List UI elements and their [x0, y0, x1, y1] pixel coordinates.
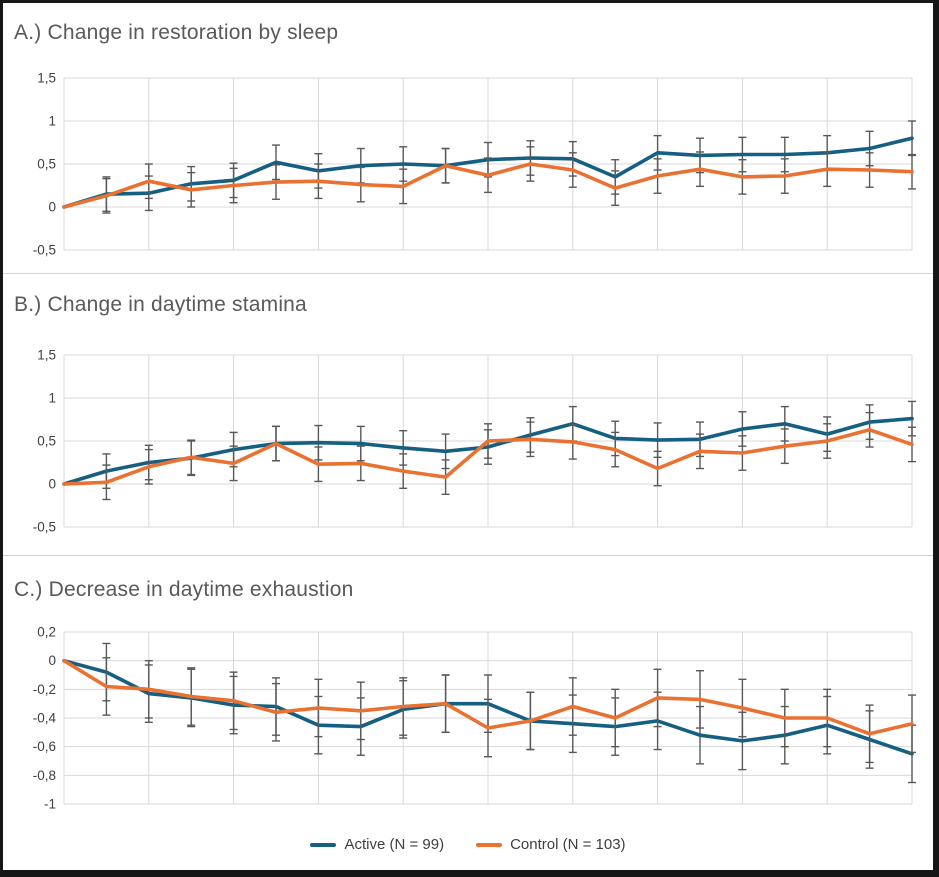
y-tick-label: 0,5 [37, 157, 56, 172]
control-line-swatch [476, 842, 503, 847]
legend: Active (N = 99) Control (N = 103) [3, 836, 933, 853]
chart-c-title: C.) Decrease in daytime exhaustion [14, 578, 354, 601]
y-tick-label: -0,8 [33, 768, 56, 783]
y-tick-label: -1 [44, 797, 56, 812]
y-tick-label: 0 [48, 653, 56, 668]
y-tick-label: -0,4 [33, 711, 57, 726]
panel-separator [3, 555, 933, 556]
y-tick-label: 1,5 [37, 348, 56, 363]
legend-item-active: Active (N = 99) [310, 836, 444, 853]
legend-item-control: Control (N = 103) [476, 836, 626, 853]
y-tick-label: -0,6 [33, 739, 56, 754]
panel-separator [3, 273, 933, 274]
series-line-control-b [62, 427, 914, 486]
y-tick-label: 0,5 [37, 434, 56, 449]
y-tick-label: -0,5 [33, 520, 56, 535]
y-tick-label: 0 [48, 477, 56, 492]
y-tick-label: 1,5 [37, 71, 56, 86]
chart-a-title: A.) Change in restoration by sleep [14, 21, 339, 44]
y-tick-label: -0,5 [33, 243, 56, 258]
legend-label-control: Control (N = 103) [510, 836, 626, 853]
legend-label-active: Active (N = 99) [344, 836, 445, 853]
series-line-control-a [62, 162, 914, 209]
y-tick-label: -0,2 [33, 682, 56, 697]
y-tick-label: 1 [48, 114, 56, 129]
active-line-swatch [310, 842, 337, 847]
y-tick-label: 0,2 [37, 625, 56, 640]
series-line-control-c [62, 658, 914, 736]
chart-b-title: B.) Change in daytime stamina [14, 293, 307, 316]
y-tick-label: 1 [48, 391, 56, 406]
y-tick-label: 0 [48, 200, 56, 215]
